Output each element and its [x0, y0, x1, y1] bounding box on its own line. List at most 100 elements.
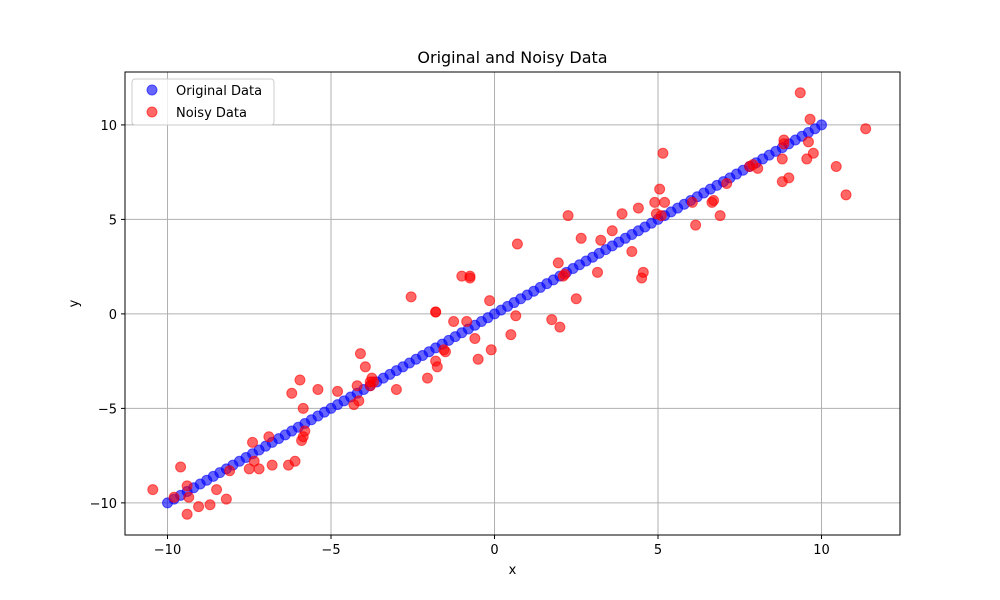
chart-title: Original and Noisy Data: [417, 48, 607, 67]
data-point: [147, 484, 159, 496]
data-point: [430, 306, 442, 318]
data-point: [752, 162, 764, 174]
plot-frame: [124, 71, 901, 536]
data-point: [510, 310, 522, 322]
data-point: [294, 374, 306, 386]
data-point: [816, 119, 828, 131]
data-point: [248, 455, 260, 467]
y-tick-label: 5: [109, 213, 117, 228]
data-point: [263, 431, 275, 443]
data-point: [655, 210, 667, 222]
data-point: [559, 268, 571, 280]
data-point: [714, 210, 726, 222]
axis-ticks: −10 −5 0 5 10 −10 −5 0 5 10: [90, 119, 830, 558]
data-point: [554, 321, 566, 333]
data-point: [778, 134, 790, 146]
data-point: [659, 196, 671, 208]
data-point: [552, 257, 564, 269]
data-point: [505, 329, 517, 341]
data-point: [464, 272, 476, 284]
x-tick-label: −10: [154, 543, 181, 558]
data-points: [147, 87, 872, 520]
data-point: [804, 113, 816, 125]
x-tick-label: −5: [321, 543, 340, 558]
data-point: [439, 346, 451, 358]
data-point: [637, 266, 649, 278]
data-point: [840, 189, 852, 201]
data-point: [312, 383, 324, 395]
data-point: [390, 383, 402, 395]
data-point: [286, 387, 298, 399]
data-point: [405, 291, 417, 303]
data-point: [802, 136, 814, 148]
data-point: [354, 348, 366, 360]
data-point: [253, 463, 265, 475]
y-tick-label: −10: [90, 497, 117, 512]
data-point: [562, 210, 574, 222]
data-point: [708, 195, 720, 207]
data-point: [181, 508, 193, 520]
data-point: [484, 295, 496, 307]
series-noisy-data: [147, 87, 872, 520]
data-point: [353, 395, 365, 407]
x-tick-label: 0: [490, 543, 498, 558]
data-point: [297, 402, 309, 414]
data-point: [469, 332, 481, 344]
y-axis-label: y: [67, 299, 82, 307]
data-point: [686, 196, 698, 208]
data-point: [368, 376, 380, 388]
data-point: [575, 232, 587, 244]
data-point: [421, 372, 433, 384]
data-point: [860, 123, 872, 135]
x-tick-label: 10: [813, 543, 830, 558]
data-point: [592, 266, 604, 278]
data-point: [830, 160, 842, 172]
data-point: [220, 493, 232, 505]
data-point: [546, 314, 558, 326]
data-point: [332, 385, 344, 397]
data-point: [632, 202, 644, 214]
data-point: [472, 353, 484, 365]
data-point: [289, 455, 301, 467]
legend-box: [131, 78, 275, 126]
data-point: [211, 484, 223, 496]
data-point: [431, 361, 443, 373]
legend-label-noisy: Noisy Data: [176, 106, 247, 121]
data-point: [657, 147, 669, 159]
data-point: [193, 501, 205, 513]
data-point: [606, 225, 618, 237]
data-point: [204, 499, 216, 511]
data-point: [511, 238, 523, 250]
data-point: [690, 219, 702, 231]
data-point: [626, 246, 638, 258]
data-point: [168, 491, 180, 503]
data-point: [595, 234, 607, 246]
data-point: [616, 208, 628, 220]
data-point: [794, 87, 806, 99]
legend-marker-noisy: [146, 106, 158, 118]
data-point: [776, 153, 788, 165]
legend-marker-original: [146, 84, 158, 96]
data-point: [359, 361, 371, 373]
data-point: [266, 459, 278, 471]
y-tick-label: 0: [109, 308, 117, 323]
data-point: [448, 315, 460, 327]
data-point: [181, 480, 193, 492]
data-point: [461, 315, 473, 327]
data-point: [721, 177, 733, 189]
x-tick-label: 5: [654, 543, 662, 558]
data-point: [783, 172, 795, 184]
data-point: [570, 293, 582, 305]
legend: Original Data Noisy Data: [131, 78, 275, 126]
y-tick-label: −5: [98, 402, 117, 417]
data-point: [299, 425, 311, 437]
data-point: [351, 380, 363, 392]
data-point: [247, 436, 259, 448]
grid: [125, 72, 900, 535]
data-point: [175, 461, 187, 473]
data-point: [649, 196, 661, 208]
data-point: [183, 491, 195, 503]
data-point: [485, 344, 497, 356]
data-point: [224, 465, 236, 477]
